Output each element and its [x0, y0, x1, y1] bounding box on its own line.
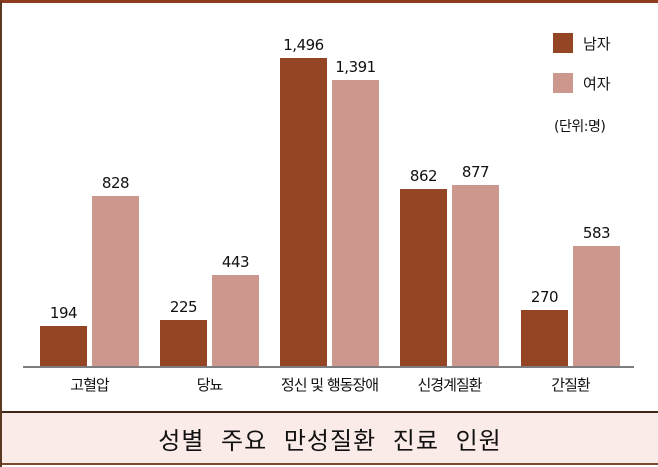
bar-male	[280, 58, 327, 366]
bar-female	[92, 196, 139, 366]
category-label: 당뇨	[196, 376, 224, 394]
value-label-female: 1,391	[335, 58, 376, 76]
value-label-female: 828	[101, 174, 130, 192]
legend-item-male: 남자	[553, 32, 611, 54]
bar-female	[573, 246, 620, 366]
legend-label-male: 남자	[583, 34, 611, 53]
value-label-female: 443	[221, 253, 250, 271]
bar-male	[521, 310, 568, 366]
bar-female	[332, 80, 379, 366]
bar-female	[452, 185, 499, 366]
value-label-female: 877	[461, 163, 490, 181]
value-label-male: 270	[530, 288, 559, 306]
value-label-male: 1,496	[283, 36, 324, 54]
value-label-female: 583	[582, 224, 611, 242]
category-label: 간질환	[551, 376, 590, 394]
bar-male	[40, 326, 87, 366]
category-label: 고혈압	[70, 376, 109, 394]
legend-swatch-male	[553, 33, 573, 53]
value-label-male: 862	[409, 167, 438, 185]
bar-male	[160, 320, 207, 366]
plot-area: 194 828 고혈압 225 443 당뇨 1,496 1,391 정신 및 행동장애 862 8…	[23, 36, 634, 394]
legend-swatch-female	[553, 73, 573, 93]
chart-title-band: 성별 주요 만성질환 진료 인원	[2, 411, 658, 465]
bar-male	[400, 189, 447, 366]
value-label-male: 194	[49, 304, 78, 322]
value-label-male: 225	[169, 298, 198, 316]
x-axis-line	[23, 366, 634, 368]
bar-female	[212, 275, 259, 366]
legend-item-female: 여자	[553, 72, 611, 94]
category-label: 신경계질환	[417, 376, 482, 394]
unit-label: (단위:명)	[554, 119, 606, 135]
legend-label-female: 여자	[583, 74, 611, 93]
category-label: 정신 및 행동장애	[280, 376, 379, 394]
chart-title: 성별 주요 만성질환 진료 인원	[158, 426, 502, 455]
